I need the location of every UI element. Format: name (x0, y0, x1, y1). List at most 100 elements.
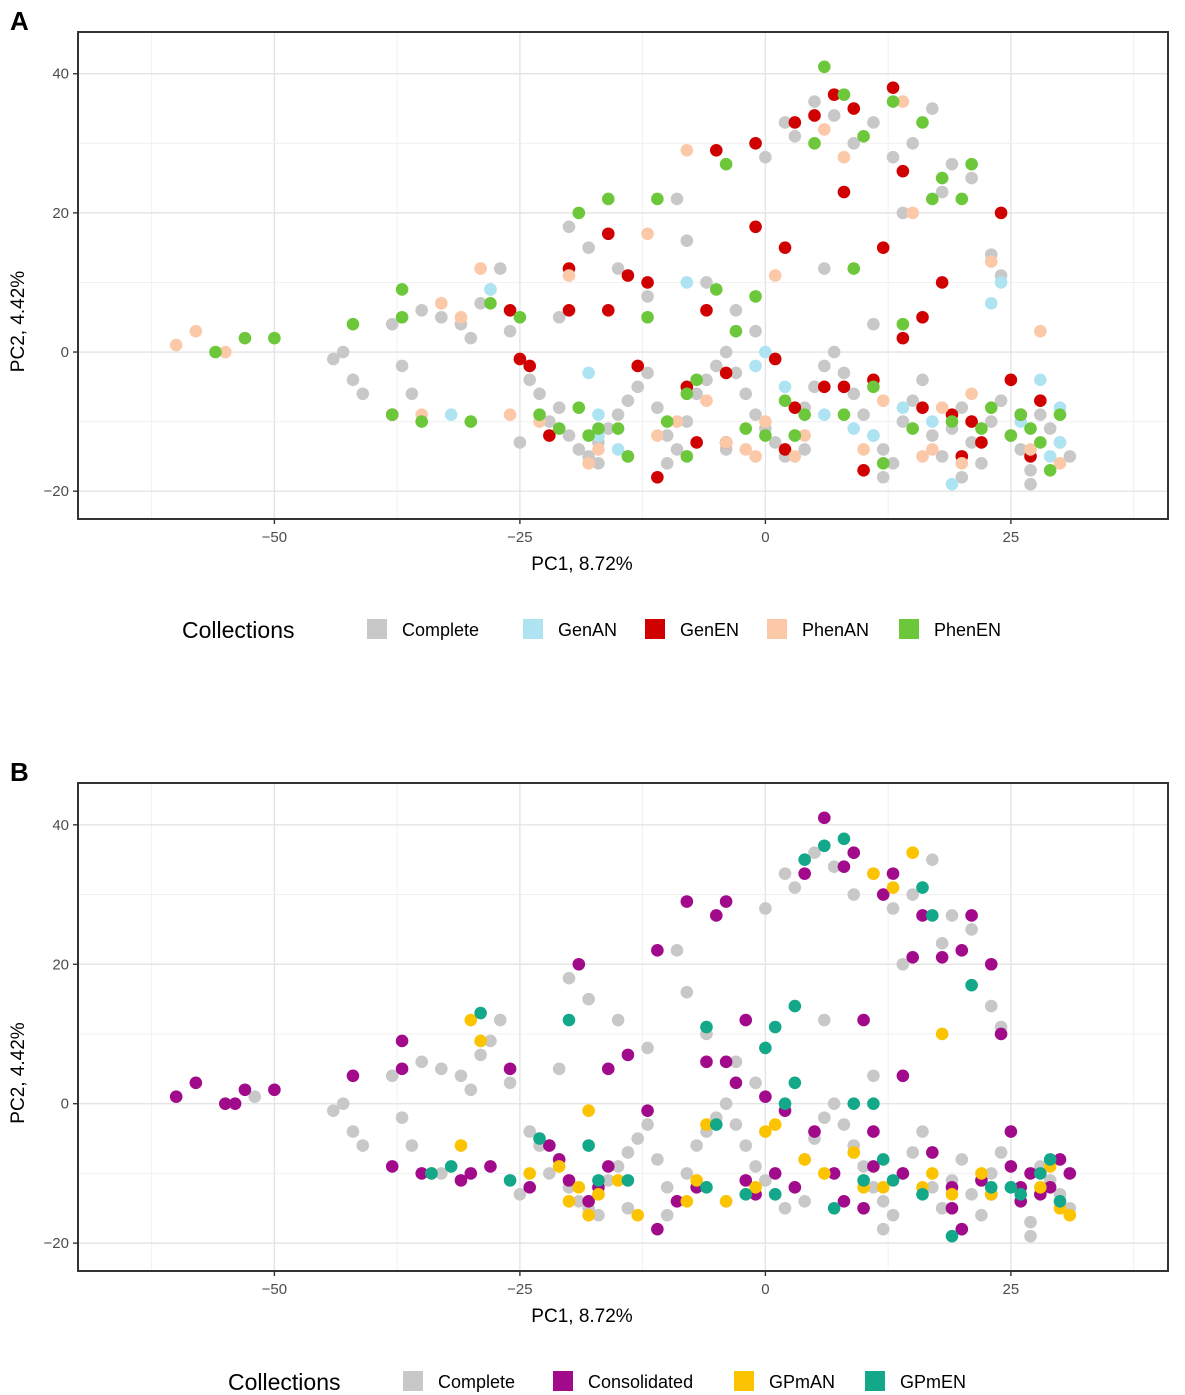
x-axis-label: PC1, 8.72% (531, 554, 632, 575)
data-point (984, 1167, 998, 1180)
data-point (582, 429, 595, 442)
data-point (1034, 408, 1047, 421)
data-point (994, 1027, 1008, 1041)
y-tick-label: 20 (52, 956, 69, 973)
data-point (385, 408, 399, 421)
data-point (660, 429, 674, 442)
data-point (827, 345, 841, 359)
data-point (1043, 1153, 1057, 1166)
data-point (651, 429, 664, 442)
series-phenen (209, 60, 1067, 477)
data-point (818, 1013, 831, 1027)
data-point (621, 450, 635, 463)
data-point (827, 109, 841, 122)
data-point (719, 345, 733, 359)
panel-b: B −50 −25 0 25 −20 0 20 40 PC1, 8.72% PC2, 4.42% Co… (8, 757, 1169, 1395)
data-point (719, 1055, 733, 1069)
data-point (916, 1188, 929, 1201)
data-point (984, 1181, 998, 1194)
data-point (621, 269, 635, 282)
data-point (435, 1167, 448, 1180)
y-tick-label: 40 (52, 817, 69, 834)
data-point (886, 95, 900, 108)
data-point (641, 290, 654, 303)
data-point (945, 1229, 959, 1243)
data-point (768, 1020, 782, 1034)
data-point (493, 1013, 507, 1027)
x-tick-label: −50 (262, 529, 287, 546)
data-point (523, 1167, 537, 1180)
data-point (660, 457, 674, 470)
data-point (778, 394, 792, 408)
data-point (680, 895, 694, 908)
legend-label: PhenEN (934, 620, 1001, 640)
data-point (798, 1153, 811, 1166)
data-point (631, 1132, 645, 1145)
data-point (1053, 457, 1067, 470)
data-point (582, 1208, 595, 1222)
data-point (484, 297, 497, 310)
data-point (641, 1118, 654, 1131)
data-point (739, 422, 753, 435)
legend: Collections Complete GenAN GenEN PhenAN PhenE… (182, 617, 1001, 643)
data-point (700, 276, 713, 289)
legend-swatch (645, 619, 665, 639)
data-point (484, 1160, 497, 1173)
data-point (592, 1174, 605, 1187)
data-point (876, 888, 890, 901)
data-point (474, 297, 487, 310)
data-point (994, 1146, 1008, 1159)
data-point (1034, 436, 1047, 449)
data-point (857, 1201, 870, 1215)
data-point (415, 1167, 428, 1180)
data-point (562, 269, 576, 282)
legend: Collections Complete Consolidated GPmAN GPmE… (228, 1369, 966, 1395)
data-point (1034, 1167, 1047, 1180)
data-point (1053, 436, 1067, 449)
y-tick-label: 0 (61, 1096, 69, 1113)
data-point (1024, 1215, 1037, 1229)
data-point (749, 450, 762, 463)
legend-label: Complete (402, 620, 479, 640)
data-point (965, 157, 978, 171)
data-point (867, 380, 880, 394)
data-point (759, 1041, 772, 1055)
data-point (916, 401, 929, 414)
data-point (1004, 1181, 1018, 1194)
y-axis-label: PC2, 4.42% (8, 271, 29, 372)
data-point (670, 192, 684, 206)
data-point (896, 331, 910, 345)
data-point (1014, 443, 1028, 456)
data-point (513, 352, 527, 366)
data-point (641, 1104, 654, 1117)
data-point (798, 429, 811, 442)
data-point (739, 1188, 753, 1201)
data-point (935, 950, 949, 964)
data-point (847, 1146, 861, 1159)
data-point (670, 443, 684, 456)
data-point (601, 1174, 615, 1187)
data-point (680, 1194, 694, 1208)
data-point (572, 957, 586, 971)
data-point (346, 1069, 360, 1083)
data-point (867, 1181, 880, 1194)
data-point (818, 408, 831, 421)
data-point (749, 137, 762, 150)
data-point (857, 443, 870, 456)
data-point (513, 436, 527, 449)
data-point (926, 102, 939, 115)
x-tick-label: 0 (761, 1281, 769, 1298)
data-point (975, 1208, 988, 1222)
data-point (327, 352, 340, 366)
legend-label: PhenAN (802, 620, 869, 640)
x-tick-label: 0 (761, 529, 769, 546)
data-point (876, 394, 890, 408)
data-point (788, 401, 802, 414)
data-point (395, 283, 409, 296)
data-point (592, 457, 605, 470)
data-point (867, 1125, 880, 1138)
data-point (1043, 422, 1057, 435)
data-point (906, 137, 919, 150)
data-point (1053, 1153, 1067, 1166)
data-point (562, 971, 576, 985)
